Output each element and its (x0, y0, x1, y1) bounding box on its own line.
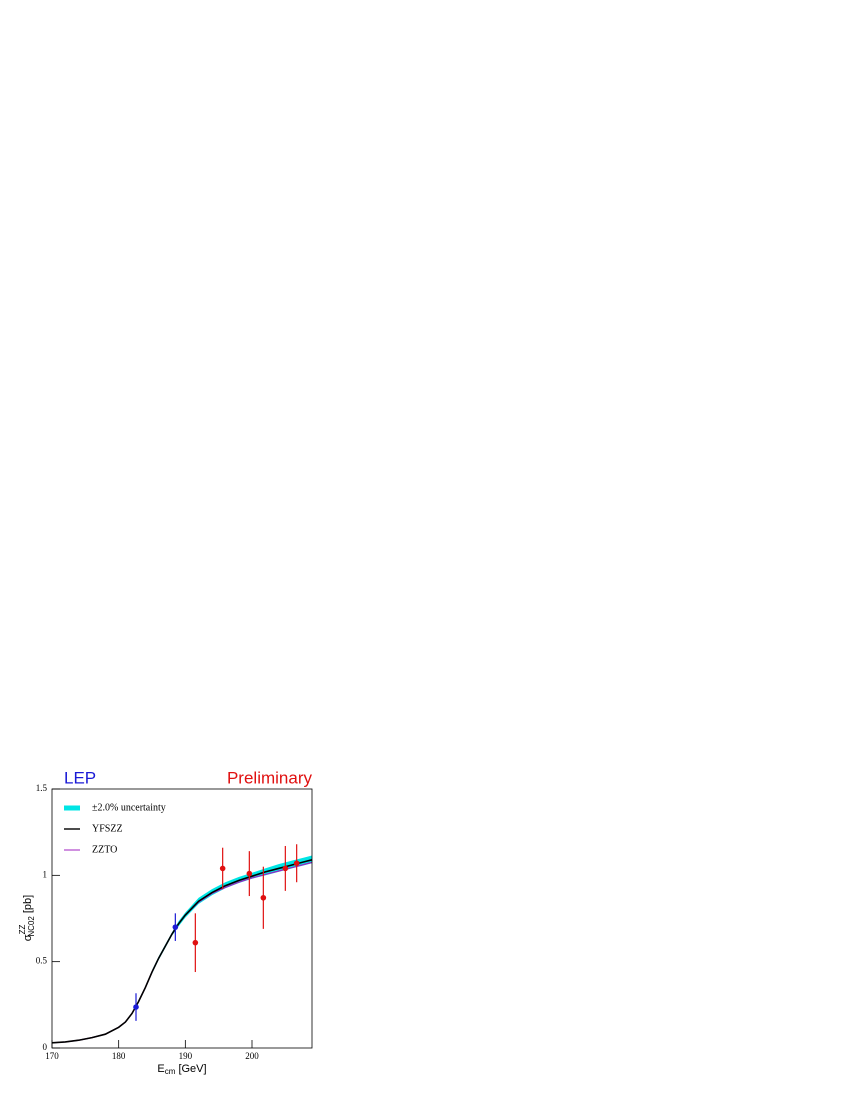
legend-label: ZZTO (92, 844, 117, 855)
x-tick-label: 170 (45, 1051, 59, 1061)
data-point (282, 865, 289, 872)
x-label-symbol: E (157, 1063, 164, 1075)
y-label-sup: ZZ (18, 925, 27, 935)
data-point (133, 1004, 139, 1010)
x-tick-label: 200 (245, 1051, 259, 1061)
curve (51, 859, 313, 1044)
x-tick-label: 180 (112, 1051, 126, 1061)
x-label-unit: [GeV] (178, 1063, 206, 1075)
data-point (246, 870, 253, 877)
x-tick-label: 190 (179, 1051, 193, 1061)
plot-frame (51, 788, 313, 1049)
y-label-unit: [pb] (22, 895, 34, 913)
x-axis-label: Ecm [GeV] (157, 1063, 206, 1076)
data-point (192, 939, 199, 946)
y-label-sub: NC02 (27, 916, 36, 937)
legend-label: YFSZZ (92, 823, 123, 834)
y-tick-label: 1.5 (36, 783, 48, 793)
data-point (260, 894, 267, 901)
data-point (219, 865, 226, 872)
data-point (293, 860, 300, 867)
uncertainty-band (152, 855, 312, 974)
y-tick-label: 1 (43, 869, 48, 879)
curve (51, 861, 313, 1044)
x-label-sub: cm (165, 1067, 176, 1076)
annotation-preliminary: Preliminary (227, 768, 313, 787)
legend-label: ±2.0% uncertainty (92, 802, 166, 813)
y-tick-label: 0 (43, 1042, 48, 1052)
y-tick-label: 0.5 (36, 956, 48, 966)
y-axis-label: σZZNC02 [pb] (18, 895, 36, 941)
y-label-symbol: σ (22, 934, 34, 941)
annotation-lep: LEP (64, 768, 96, 787)
data-point (172, 924, 179, 930)
